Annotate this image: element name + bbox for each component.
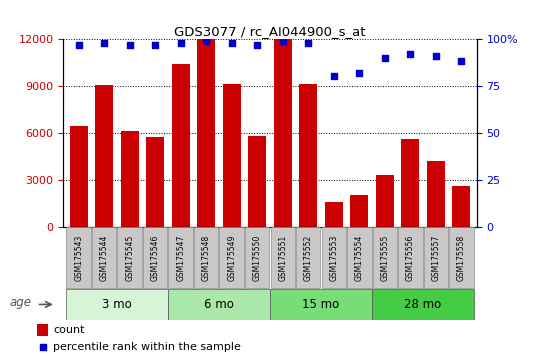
Bar [194, 227, 218, 288]
Point [100, 40, 109, 46]
Bar [197, 39, 215, 227]
Point [457, 59, 466, 64]
Bar [424, 227, 448, 288]
Text: GSM175547: GSM175547 [176, 234, 185, 281]
Title: GDS3077 / rc_AI044900_s_at: GDS3077 / rc_AI044900_s_at [174, 25, 366, 38]
Bar [223, 84, 241, 227]
Bar [121, 131, 139, 227]
Text: 28 mo: 28 mo [404, 298, 442, 311]
Bar [401, 139, 419, 227]
Bar [398, 227, 423, 288]
Bar [172, 64, 190, 227]
Point [253, 42, 262, 47]
Bar [296, 227, 321, 288]
Bar [92, 227, 116, 288]
Text: GSM175557: GSM175557 [431, 234, 440, 281]
Bar [322, 227, 346, 288]
Point [411, 272, 420, 277]
Point [355, 70, 364, 75]
Bar [249, 136, 266, 227]
Bar [37, 324, 48, 336]
Point [125, 42, 134, 47]
Bar [299, 84, 317, 227]
Bar [274, 39, 291, 227]
Bar [143, 227, 168, 288]
Bar [350, 195, 368, 227]
Text: 15 mo: 15 mo [302, 298, 339, 311]
Text: GSM175543: GSM175543 [74, 234, 83, 281]
Bar [372, 227, 397, 288]
Text: GSM175545: GSM175545 [125, 234, 134, 281]
Bar [449, 227, 473, 288]
Bar [95, 85, 113, 227]
Text: age: age [9, 296, 31, 309]
Bar [347, 227, 371, 288]
Bar [169, 227, 193, 288]
Text: GSM175558: GSM175558 [457, 234, 466, 281]
Text: GSM175551: GSM175551 [278, 234, 287, 281]
Text: GSM175552: GSM175552 [304, 234, 313, 281]
Bar [427, 161, 445, 227]
Point [151, 42, 160, 47]
Point [431, 53, 440, 59]
Text: GSM175556: GSM175556 [406, 234, 415, 281]
Text: GSM175544: GSM175544 [100, 234, 109, 281]
Text: 3 mo: 3 mo [102, 298, 132, 311]
Text: GSM175555: GSM175555 [380, 234, 390, 281]
Point [304, 40, 312, 46]
Bar [245, 227, 269, 288]
Text: GSM175550: GSM175550 [253, 234, 262, 281]
Text: GSM175554: GSM175554 [355, 234, 364, 281]
Bar [376, 175, 394, 227]
Bar [271, 227, 295, 288]
Point [406, 51, 415, 57]
Point [329, 74, 338, 79]
Bar [67, 227, 91, 288]
Bar [168, 289, 270, 320]
Text: count: count [53, 325, 85, 336]
Bar [146, 137, 164, 227]
Bar [452, 186, 470, 227]
Text: GSM175548: GSM175548 [202, 234, 210, 281]
Bar [270, 289, 372, 320]
Text: percentile rank within the sample: percentile rank within the sample [53, 342, 241, 352]
Bar [219, 227, 244, 288]
Point [74, 42, 83, 47]
Point [278, 38, 287, 44]
Text: GSM175553: GSM175553 [329, 234, 338, 281]
Text: GSM175546: GSM175546 [150, 234, 160, 281]
Point [176, 40, 185, 46]
Text: 6 mo: 6 mo [204, 298, 234, 311]
Text: GSM175549: GSM175549 [227, 234, 236, 281]
Bar [372, 289, 474, 320]
Bar [117, 227, 142, 288]
Bar [66, 289, 168, 320]
Bar [70, 126, 88, 227]
Bar [325, 201, 343, 227]
Point [228, 40, 236, 46]
Point [202, 38, 210, 44]
Point [380, 55, 389, 61]
